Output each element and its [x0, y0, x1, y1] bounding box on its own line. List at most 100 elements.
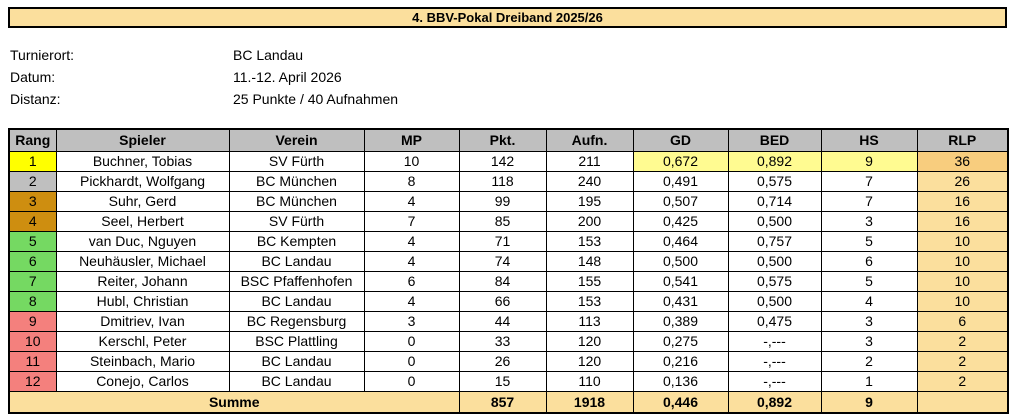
rank-cell: 2 — [8, 170, 57, 192]
pkt-cell: 74 — [458, 250, 547, 272]
table-row: 2 Pickhardt, Wolfgang BC München 8 118 2… — [8, 170, 1009, 192]
rank-cell: 9 — [8, 310, 57, 332]
rank-cell: 7 — [8, 270, 57, 292]
rlp-cell: 10 — [916, 230, 1009, 252]
pkt-cell: 66 — [458, 290, 547, 312]
gd-cell: 0,500 — [632, 250, 729, 272]
table-row: 7 Reiter, Johann BSC Pfaffenhofen 6 84 1… — [8, 270, 1009, 292]
header-mp: MP — [363, 128, 460, 152]
rlp-cell: 6 — [916, 310, 1009, 332]
summary-rlp — [916, 390, 1009, 414]
hs-cell: 3 — [820, 210, 918, 232]
bed-cell: 0,575 — [727, 270, 822, 292]
aufn-cell: 148 — [545, 250, 634, 272]
header-bed: BED — [727, 128, 822, 152]
rank-cell: 8 — [8, 290, 57, 312]
hs-cell: 5 — [820, 230, 918, 252]
hs-cell: 5 — [820, 270, 918, 292]
info-label-datum: Datum: — [10, 69, 56, 85]
pkt-cell: 84 — [458, 270, 547, 292]
header-verein: Verein — [228, 128, 365, 152]
hs-cell: 9 — [820, 150, 918, 172]
gd-cell: 0,431 — [632, 290, 729, 312]
rlp-cell: 10 — [916, 250, 1009, 272]
rlp-cell: 26 — [916, 170, 1009, 192]
bed-cell: -,--- — [727, 330, 822, 352]
mp-cell: 4 — [363, 190, 460, 212]
header-hs: HS — [820, 128, 918, 152]
gd-cell: 0,507 — [632, 190, 729, 212]
info-label-turnierort: Turnierort: — [10, 47, 75, 63]
club-cell: SV Fürth — [228, 210, 365, 232]
header-row: Rang Spieler Verein MP Pkt. Aufn. GD BED… — [8, 128, 1009, 152]
table-row: 12 Conejo, Carlos BC Landau 0 15 110 0,1… — [8, 370, 1009, 392]
info-row-distanz: Distanz: 25 Punkte / 40 Aufnahmen — [10, 88, 398, 110]
rlp-cell: 2 — [916, 330, 1009, 352]
rank-cell: 6 — [8, 250, 57, 272]
hs-cell: 3 — [820, 330, 918, 352]
bed-cell: 0,714 — [727, 190, 822, 212]
club-cell: BSC Plattling — [228, 330, 365, 352]
aufn-cell: 195 — [545, 190, 634, 212]
pkt-cell: 142 — [458, 150, 547, 172]
club-cell: BC Regensburg — [228, 310, 365, 332]
table-row: 5 van Duc, Nguyen BC Kempten 4 71 153 0,… — [8, 230, 1009, 252]
player-cell: Seel, Herbert — [55, 210, 230, 232]
header-rang: Rang — [8, 128, 57, 152]
pkt-cell: 44 — [458, 310, 547, 332]
rank-cell: 10 — [8, 330, 57, 352]
info-value-distanz: 25 Punkte / 40 Aufnahmen — [233, 91, 399, 107]
mp-cell: 7 — [363, 210, 460, 232]
player-cell: Steinbach, Mario — [55, 350, 230, 372]
summary-pkt: 857 — [458, 390, 547, 414]
table-row: 8 Hubl, Christian BC Landau 4 66 153 0,4… — [8, 290, 1009, 312]
club-cell: BC Landau — [228, 250, 365, 272]
mp-cell: 10 — [363, 150, 460, 172]
rlp-cell: 2 — [916, 350, 1009, 372]
hs-cell: 1 — [820, 370, 918, 392]
bed-cell: 0,892 — [727, 150, 822, 172]
rlp-cell: 2 — [916, 370, 1009, 392]
hs-cell: 3 — [820, 310, 918, 332]
club-cell: BC Landau — [228, 290, 365, 312]
info-label-distanz: Distanz: — [10, 91, 61, 107]
player-cell: van Duc, Nguyen — [55, 230, 230, 252]
table-row: 6 Neuhäusler, Michael BC Landau 4 74 148… — [8, 250, 1009, 272]
player-cell: Reiter, Johann — [55, 270, 230, 292]
table-row: 3 Suhr, Gerd BC München 4 99 195 0,507 0… — [8, 190, 1009, 212]
mp-cell: 4 — [363, 230, 460, 252]
gd-cell: 0,541 — [632, 270, 729, 292]
rlp-cell: 16 — [916, 210, 1009, 232]
player-cell: Pickhardt, Wolfgang — [55, 170, 230, 192]
pkt-cell: 71 — [458, 230, 547, 252]
gd-cell: 0,672 — [632, 150, 729, 172]
rlp-cell: 36 — [916, 150, 1009, 172]
summary-aufn: 1918 — [545, 390, 634, 414]
table-row: 4 Seel, Herbert SV Fürth 7 85 200 0,425 … — [8, 210, 1009, 232]
pkt-cell: 85 — [458, 210, 547, 232]
mp-cell: 0 — [363, 370, 460, 392]
summary-row: Summe 857 1918 0,446 0,892 9 — [8, 390, 1009, 414]
gd-cell: 0,136 — [632, 370, 729, 392]
player-cell: Kerschl, Peter — [55, 330, 230, 352]
rlp-cell: 10 — [916, 270, 1009, 292]
rank-cell: 3 — [8, 190, 57, 212]
gd-cell: 0,491 — [632, 170, 729, 192]
info-row-datum: Datum: 11.-12. April 2026 — [10, 66, 398, 88]
player-cell: Suhr, Gerd — [55, 190, 230, 212]
header-gd: GD — [632, 128, 729, 152]
bed-cell: 0,575 — [727, 170, 822, 192]
aufn-cell: 120 — [545, 350, 634, 372]
bed-cell: 0,500 — [727, 250, 822, 272]
player-cell: Hubl, Christian — [55, 290, 230, 312]
table-row: 1 Buchner, Tobias SV Fürth 10 142 211 0,… — [8, 150, 1009, 172]
rank-cell: 1 — [8, 150, 57, 172]
aufn-cell: 200 — [545, 210, 634, 232]
summary-bed: 0,892 — [727, 390, 822, 414]
info-block: Turnierort: BC Landau Datum: 11.-12. Apr… — [10, 44, 398, 110]
bed-cell: 0,500 — [727, 210, 822, 232]
header-pkt: Pkt. — [458, 128, 547, 152]
hs-cell: 6 — [820, 250, 918, 272]
hs-cell: 2 — [820, 350, 918, 372]
aufn-cell: 153 — [545, 230, 634, 252]
